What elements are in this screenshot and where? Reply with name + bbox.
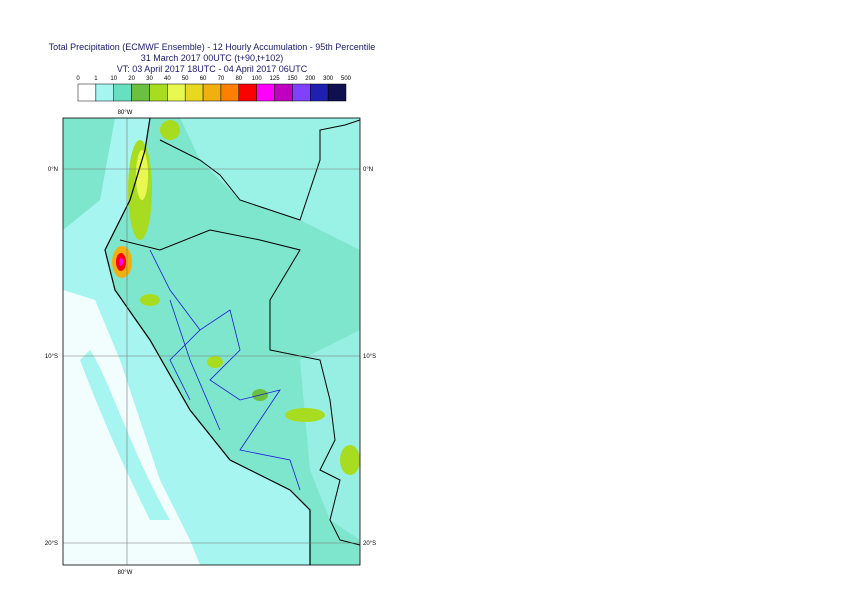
ocean-precip	[63, 118, 115, 230]
color-box	[220, 83, 240, 102]
color-box	[202, 83, 222, 102]
color-box	[327, 83, 347, 102]
border	[159, 119, 360, 221]
map: 80°W 80°W 0°N 10°S 20°S 0°N 10°S 20°S	[45, 110, 376, 576]
lat-label: 0°N	[48, 167, 58, 173]
colorbar-label: 1	[94, 76, 98, 82]
colorbar-label: 10	[110, 76, 117, 82]
precip	[160, 120, 180, 140]
color-box	[310, 83, 329, 102]
color-box	[256, 83, 275, 102]
subtitle: 31 March 2017 00UTC (t+90,t+102)	[141, 53, 284, 63]
lon-label: 80°W	[118, 570, 133, 576]
color-box	[184, 83, 204, 102]
colorbar-label: 125	[270, 76, 281, 82]
color-box	[292, 83, 311, 102]
dry-ocean	[63, 290, 200, 565]
colorbar-label: 70	[218, 76, 225, 82]
color-box	[95, 83, 114, 102]
light-area	[300, 330, 360, 540]
map-frame	[62, 117, 361, 566]
colorbar-label: 80	[235, 76, 242, 82]
colorbar-label: 50	[182, 76, 189, 82]
precip	[285, 408, 325, 422]
color-box	[167, 83, 186, 102]
colorbar-label: 100	[252, 76, 263, 82]
colorbar-label: 0	[76, 76, 80, 82]
color-box	[274, 83, 293, 102]
lon-label: 80°W	[118, 110, 133, 116]
color-box	[149, 83, 168, 102]
light-area	[180, 118, 360, 250]
colorbar: 0 1 10 20 30 40 50 60 70 80 100 125 150 200 300 500	[76, 76, 352, 102]
precip	[119, 258, 123, 266]
lat-label: 0°N	[363, 167, 373, 173]
lat-label: 10°S	[45, 354, 58, 360]
lat-label: 20°S	[45, 541, 58, 547]
color-box	[238, 83, 257, 102]
color-box	[77, 83, 97, 102]
precip	[136, 150, 148, 200]
coastline	[104, 118, 311, 565]
colorbar-label: 30	[146, 76, 153, 82]
precip	[207, 356, 223, 368]
title: Total Precipitation (ECMWF Ensemble) - 1…	[49, 42, 376, 52]
lat-label: 20°S	[363, 541, 376, 547]
lat-label: 10°S	[363, 354, 376, 360]
colorbar-label: 60	[200, 76, 207, 82]
subtitle: VT: 03 April 2017 18UTC - 04 April 2017 …	[117, 64, 308, 74]
colorbar-label: 20	[128, 76, 135, 82]
color-box	[131, 83, 150, 102]
colorbar-label: 300	[323, 76, 334, 82]
colorbar-label: 200	[305, 76, 316, 82]
color-box	[113, 83, 132, 102]
region-borders	[149, 249, 301, 491]
precip	[140, 294, 160, 306]
precip	[340, 445, 360, 475]
colorbar-label: 40	[164, 76, 171, 82]
colorbar-label: 150	[287, 76, 298, 82]
colorbar-label: 500	[341, 76, 352, 82]
border	[119, 229, 360, 546]
ocean-band	[80, 350, 170, 520]
